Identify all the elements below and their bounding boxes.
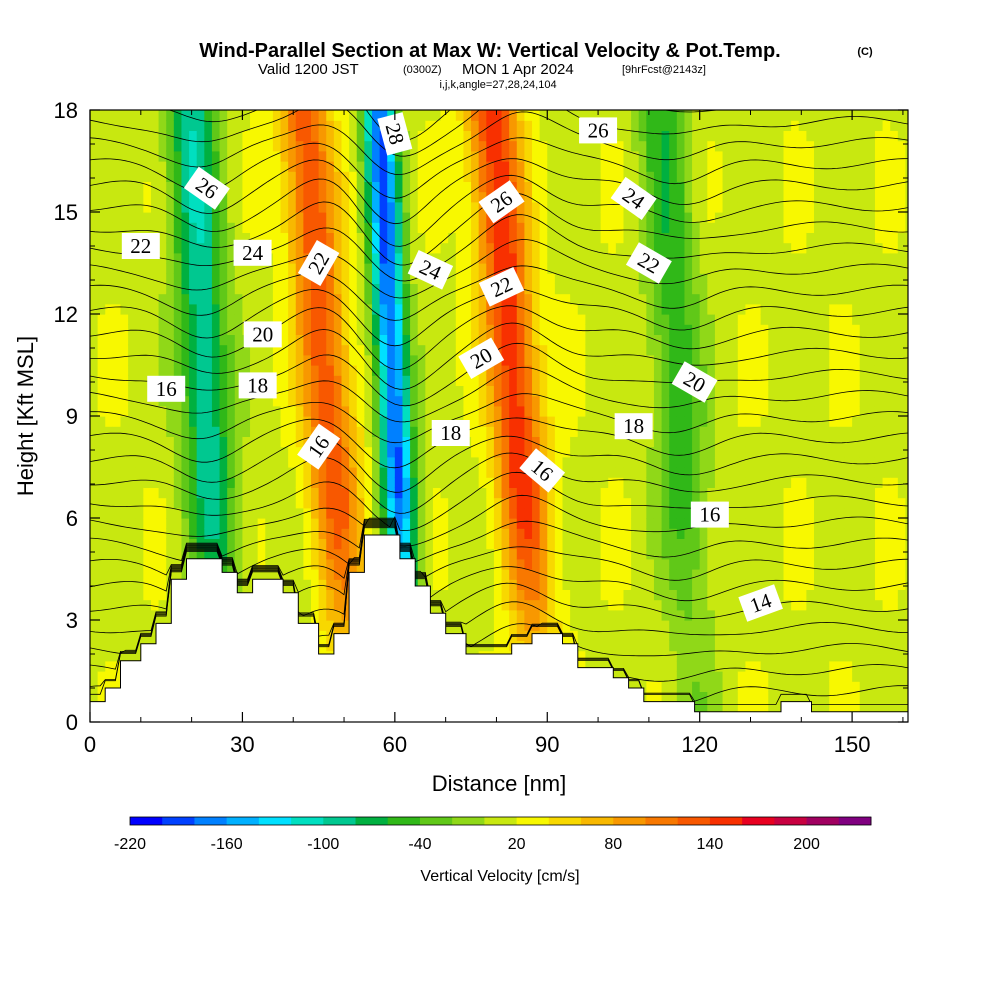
isentrope-label: 26 — [579, 117, 617, 143]
colorbar-tick-label: 200 — [793, 836, 820, 853]
colorbar-swatch — [839, 817, 872, 825]
isentrope-label-text: 22 — [130, 234, 151, 258]
colorbar-tick-label: -160 — [211, 836, 243, 853]
colorbar-swatch — [323, 817, 356, 825]
colorbar-swatch — [356, 817, 389, 825]
valid-prefix: Valid 1200 JST — [258, 61, 359, 78]
isentrope-label-text: 24 — [242, 241, 264, 265]
isentrope-label: 18 — [615, 413, 653, 439]
x-tick-label: 0 — [84, 732, 96, 757]
isentrope-label: 16 — [691, 502, 729, 528]
x-tick-label: 150 — [834, 732, 871, 757]
colorbar-swatch — [420, 817, 453, 825]
isentrope-label: 22 — [122, 233, 160, 259]
colorbar-swatch — [807, 817, 840, 825]
colorbar-swatch — [259, 817, 292, 825]
isentrope-label-text: 20 — [252, 322, 273, 346]
colorbar-swatch — [613, 817, 646, 825]
isentrope-label-text: 16 — [699, 503, 720, 527]
x-tick-label: 30 — [230, 732, 254, 757]
x-tick-label: 90 — [535, 732, 559, 757]
chart-title: Wind-Parallel Section at Max W: Vertical… — [199, 40, 780, 62]
colorbar-swatch — [742, 817, 775, 825]
colorbar-ticks: -220 -160 -100 -40 20 80 140 200 — [114, 836, 820, 853]
colorbar — [130, 817, 871, 825]
colorbar-swatch — [388, 817, 421, 825]
y-tick-label: 0 — [66, 710, 78, 735]
x-axis-label: Distance [nm] — [432, 771, 567, 796]
isentrope-label: 20 — [244, 321, 282, 347]
copyright-mark: (C) — [857, 46, 873, 58]
colorbar-swatch — [227, 817, 260, 825]
isentrope-label-text: 26 — [588, 118, 609, 142]
colorbar-swatch — [162, 817, 195, 825]
colorbar-swatch — [484, 817, 517, 825]
y-tick-label: 18 — [54, 98, 78, 123]
y-axis-label: Height [Kft MSL] — [13, 336, 38, 496]
colorbar-swatch — [194, 817, 227, 825]
colorbar-swatch — [710, 817, 743, 825]
colorbar-tick-label: 20 — [508, 836, 526, 853]
colorbar-swatch — [774, 817, 807, 825]
y-tick-label: 6 — [66, 506, 78, 531]
colorbar-swatch — [291, 817, 324, 825]
isentrope-label-text: 18 — [440, 421, 461, 445]
isentrope-label-text: 16 — [156, 377, 177, 401]
colorbar-tick-label: 80 — [604, 836, 622, 853]
valid-utc: (0300Z) — [403, 64, 442, 76]
colorbar-swatch — [645, 817, 678, 825]
isentrope-label: 18 — [239, 372, 277, 398]
isentrope-label: 24 — [234, 240, 272, 266]
colorbar-swatch — [452, 817, 485, 825]
colorbar-tick-label: -220 — [114, 836, 146, 853]
isentrope-label-text: 18 — [623, 414, 644, 438]
valid-date: MON 1 Apr 2024 — [462, 61, 574, 78]
colorbar-swatch — [130, 817, 163, 825]
colorbar-tick-label: -100 — [307, 836, 339, 853]
y-tick-label: 9 — [66, 404, 78, 429]
x-tick-label: 60 — [383, 732, 407, 757]
colorbar-swatch — [581, 817, 614, 825]
colorbar-tick-label: -40 — [408, 836, 431, 853]
colorbar-swatch — [517, 817, 550, 825]
valid-time-line: Valid 1200 JST (0300Z) MON 1 Apr 2024 [9… — [258, 61, 706, 78]
grid-indices: i,j,k,angle=27,28,24,104 — [439, 79, 556, 91]
y-tick-label: 3 — [66, 608, 78, 633]
isentrope-label: 18 — [432, 420, 470, 446]
x-tick-label: 120 — [681, 732, 718, 757]
y-tick-label: 15 — [54, 200, 78, 225]
colorbar-swatch — [678, 817, 711, 825]
isentrope-label: 16 — [147, 376, 185, 402]
isentrope-label-text: 18 — [247, 373, 268, 397]
forecast-info: [9hrFcst@2143z] — [622, 64, 706, 76]
colorbar-label: Vertical Velocity [cm/s] — [420, 868, 579, 885]
y-tick-label: 12 — [54, 302, 78, 327]
colorbar-tick-label: 140 — [697, 836, 724, 853]
colorbar-swatch — [549, 817, 582, 825]
